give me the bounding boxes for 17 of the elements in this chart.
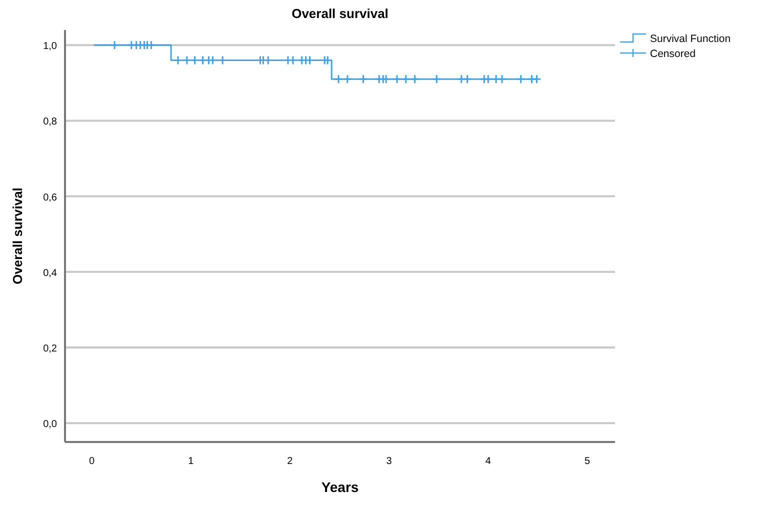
y-tick-label: 0,4 <box>43 268 58 279</box>
y-tick-label: 0,0 <box>43 419 58 430</box>
x-tick-label: 5 <box>584 456 590 467</box>
x-axis-title: Years <box>321 479 359 495</box>
y-tick-label: 0,6 <box>43 192 58 204</box>
y-axis-title: Overall survival <box>10 188 25 284</box>
chart-title: Overall survival <box>292 6 388 21</box>
y-tick-label: 0,8 <box>43 116 58 128</box>
legend-label: Survival Function <box>650 33 731 45</box>
y-tick-label: 0,2 <box>43 344 58 355</box>
legend-label: Censored <box>650 48 696 60</box>
x-tick-label: 1 <box>188 456 194 467</box>
y-tick-label: 1,0 <box>43 41 58 52</box>
x-tick-label: 2 <box>287 456 294 467</box>
x-tick-label: 4 <box>485 456 492 467</box>
x-tick-label: 3 <box>386 456 392 467</box>
x-tick-label: 0 <box>88 456 95 467</box>
